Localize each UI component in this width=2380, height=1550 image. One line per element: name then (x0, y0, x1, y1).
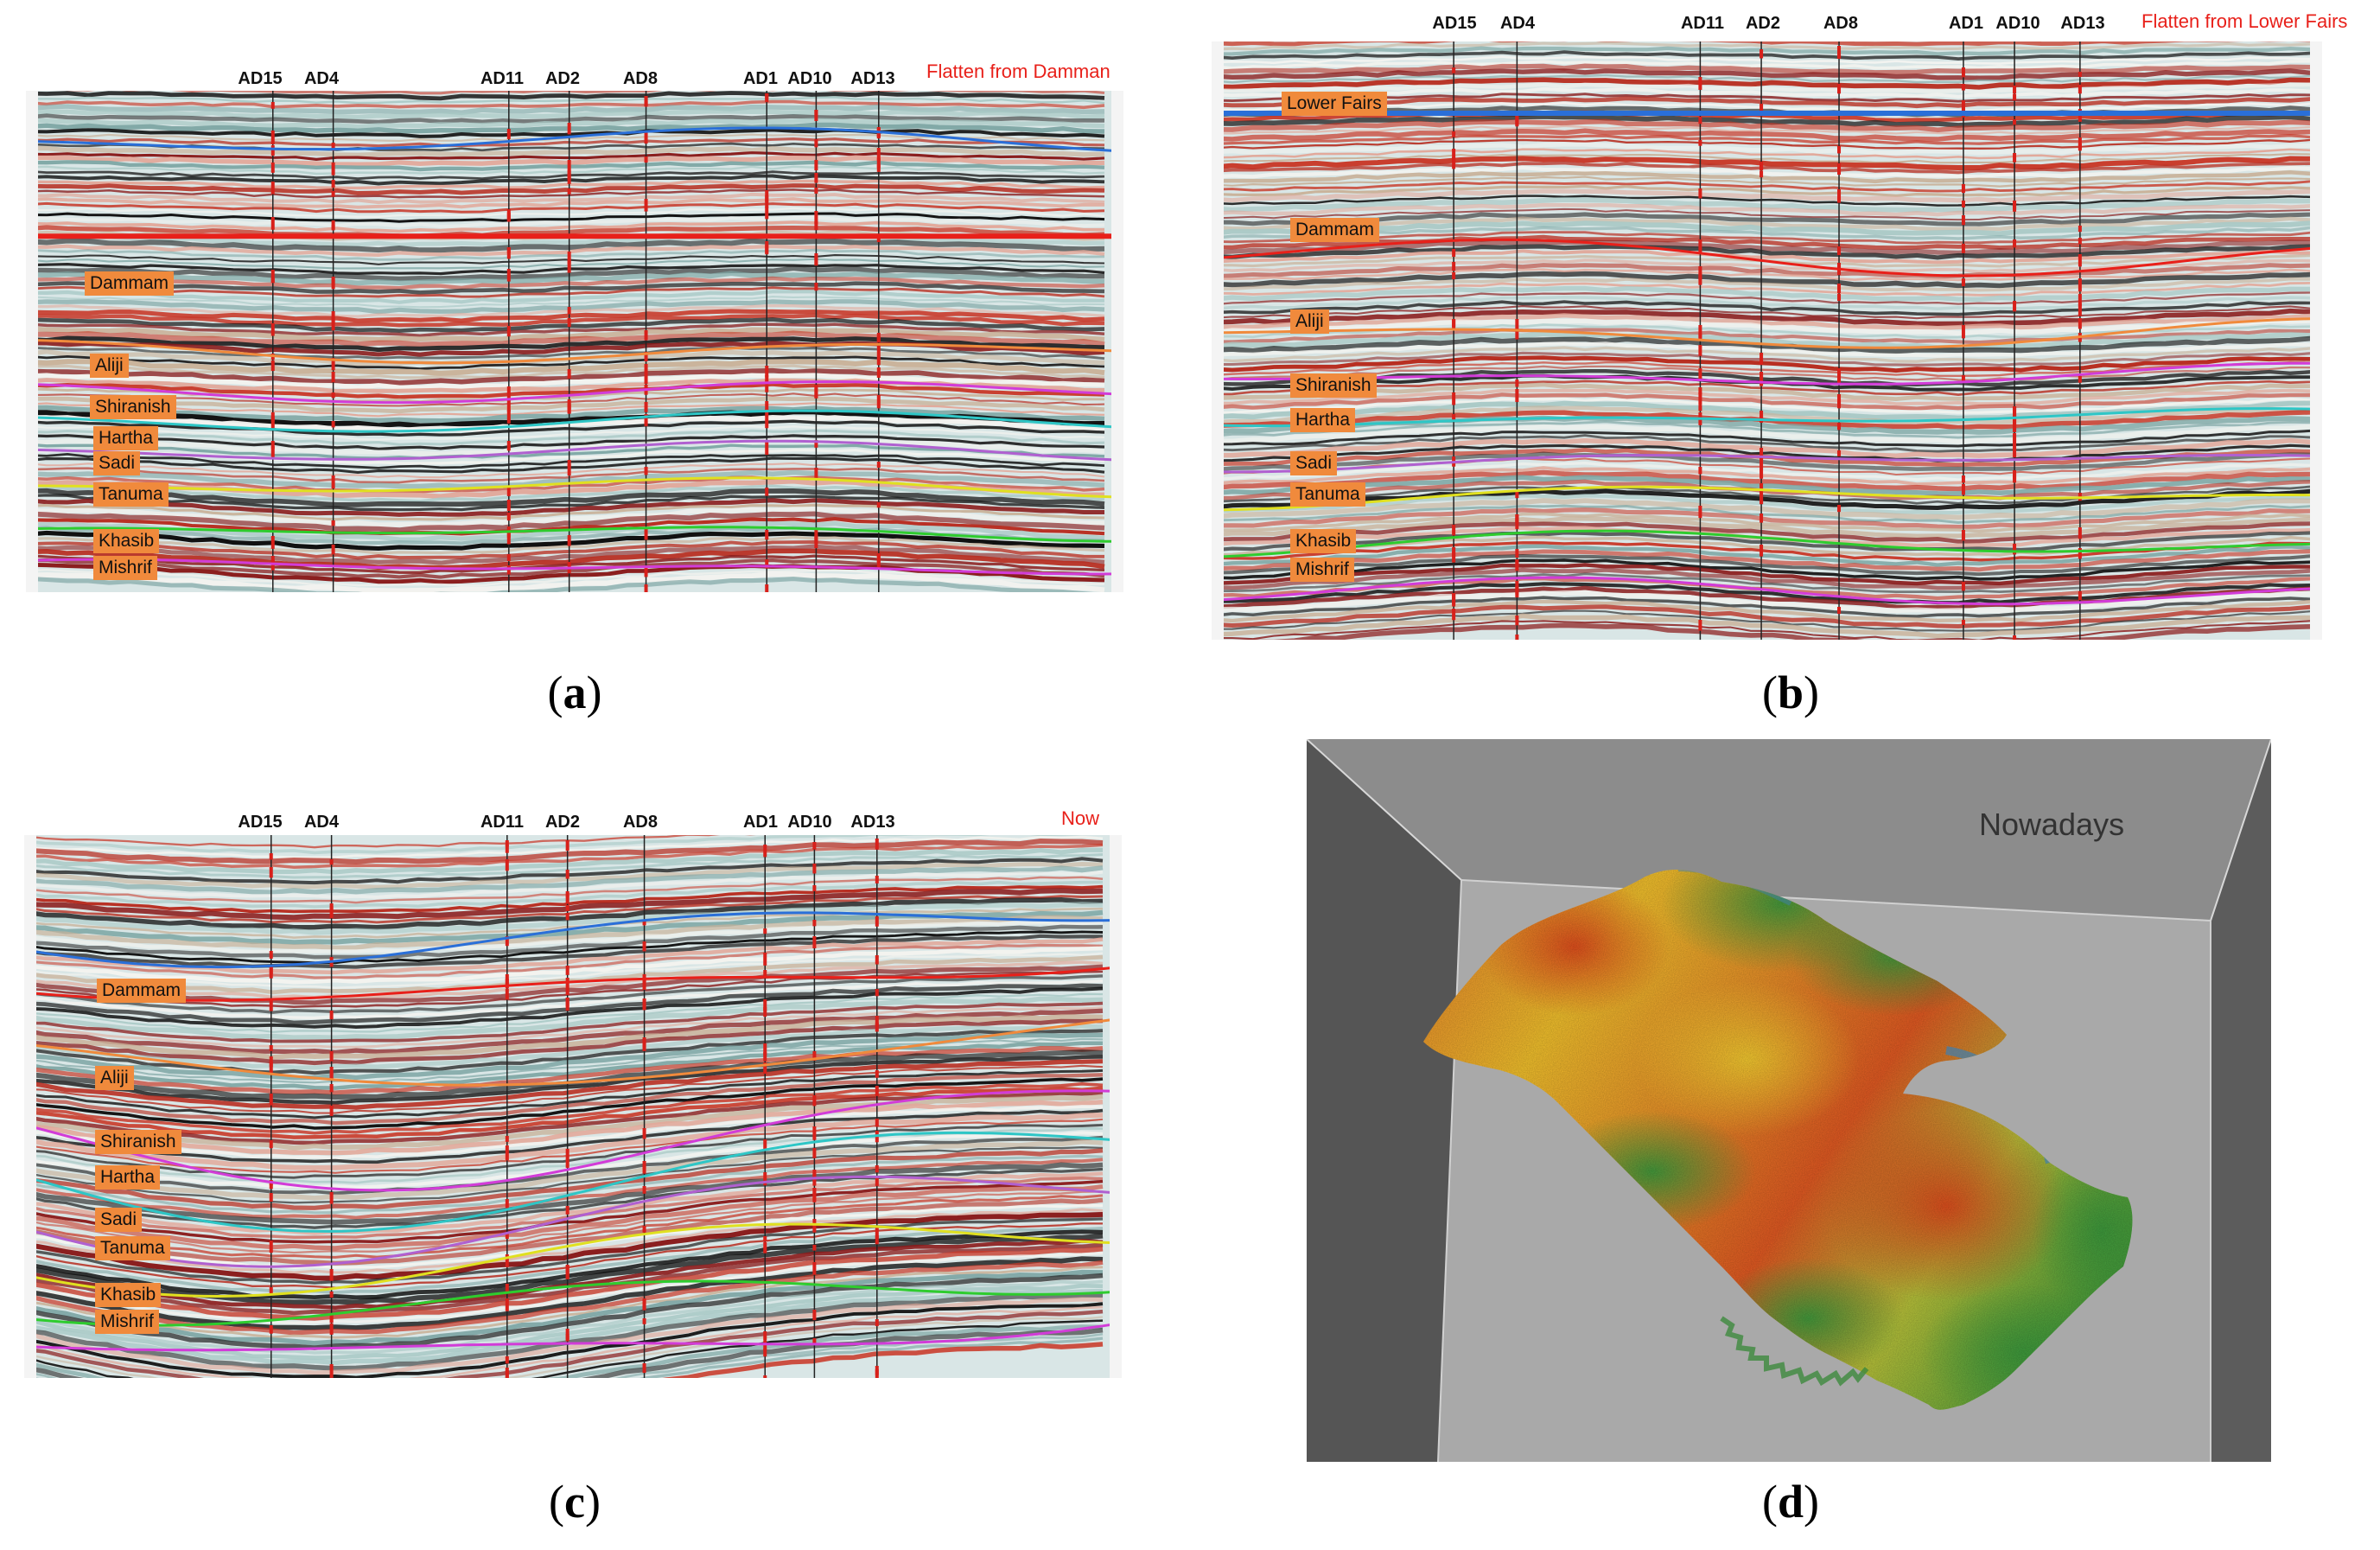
formation-label-khasib: Khasib (95, 1283, 162, 1307)
formation-label-khasib: Khasib (93, 529, 160, 553)
horizon-line-hartha (26, 409, 1119, 433)
well-label-ad4: AD4 (303, 813, 340, 832)
seismic-svg-b (1212, 41, 2322, 640)
seismic-section-b (1212, 41, 2322, 640)
horizon-line-dammam (24, 966, 1117, 1002)
well-label-ad11: AD11 (480, 813, 525, 832)
well-label-ad4: AD4 (1499, 14, 1536, 33)
formation-label-mishrif: Mishrif (93, 556, 157, 580)
horizon-line-aliji (26, 339, 1119, 365)
formation-label-aliji: Aliji (90, 354, 129, 378)
horizon-line-sadi (24, 1175, 1117, 1268)
seismic-svg-c (24, 835, 1122, 1378)
formation-label-dammam: Dammam (97, 979, 187, 1003)
formation-label-aliji: Aliji (95, 1066, 134, 1090)
formation-label-sadi: Sadi (93, 451, 141, 475)
horizon-line-hartha (1212, 407, 2319, 428)
formation-label-aliji: Aliji (1290, 309, 1329, 334)
horizon-line-khasib (26, 526, 1119, 543)
well-label-ad13: AD13 (2060, 14, 2105, 33)
well-label-ad15: AD15 (238, 813, 283, 832)
formation-label-tanuma: Tanuma (1290, 482, 1365, 507)
formation-label-hartha: Hartha (1290, 408, 1356, 432)
formation-label-tanuma: Tanuma (95, 1236, 170, 1260)
formation-label-dammam: Dammam (1290, 218, 1380, 242)
well-label-ad2: AD2 (544, 813, 581, 832)
horizon-line-shiranish (1212, 361, 2319, 386)
well-label-ad8: AD8 (622, 813, 659, 832)
caption-a: (a) (547, 667, 602, 718)
well-label-ad1: AD1 (1948, 14, 1984, 33)
well-label-ad10: AD10 (1995, 14, 2040, 33)
formation-label-mishrif: Mishrif (1290, 558, 1354, 582)
horizon-line-mishrif (24, 1322, 1117, 1352)
horizon-line-mishrif (26, 558, 1119, 576)
formation-label-tanuma: Tanuma (93, 482, 169, 507)
horizon-line-lower-fairs (24, 911, 1117, 969)
formation-label-hartha: Hartha (93, 426, 159, 450)
horizon-line-khasib (1212, 529, 2319, 558)
well-label-ad13: AD13 (850, 813, 895, 832)
well-label-ad15: AD15 (1432, 14, 1477, 33)
seismic-section-a (26, 91, 1123, 592)
surface-3d-view (1306, 738, 2272, 1463)
surface-title: Nowadays (1979, 807, 2125, 842)
well-label-ad13: AD13 (850, 69, 895, 88)
caption-b: (b) (1761, 667, 1820, 718)
well-label-ad10: AD10 (787, 813, 832, 832)
panel-b-note: Flatten from Lower Fairs (2141, 10, 2348, 32)
well-label-ad2: AD2 (544, 69, 581, 88)
horizon-line-khasib (24, 1279, 1117, 1327)
panel-a-note: Flatten from Damman (926, 61, 1110, 82)
well-label-ad1: AD1 (742, 69, 779, 88)
horizon-line-tanuma (1212, 485, 2319, 512)
seismic-svg-a (26, 91, 1123, 592)
formation-label-hartha: Hartha (95, 1165, 161, 1190)
well-label-ad11: AD11 (1680, 14, 1725, 33)
horizon-line-hartha (24, 1131, 1117, 1233)
formation-label-sadi: Sadi (1290, 451, 1338, 475)
horizon-line-shiranish (24, 1089, 1117, 1192)
horizon-line-aliji (24, 1017, 1117, 1087)
horizon-line-mishrif (1212, 576, 2319, 606)
formation-label-shiranish: Shiranish (95, 1130, 181, 1154)
well-label-ad8: AD8 (1823, 14, 1859, 33)
formation-label-sadi: Sadi (95, 1208, 143, 1232)
well-label-ad10: AD10 (787, 69, 832, 88)
horizon-line-dammam (1212, 238, 2319, 277)
formation-label-lower-fairs: Lower Fairs (1282, 92, 1387, 116)
seismic-section-c (24, 835, 1122, 1378)
well-label-ad2: AD2 (1745, 14, 1781, 33)
horizon-line-sadi (26, 439, 1119, 462)
well-label-ad15: AD15 (238, 69, 283, 88)
horizon-line-tanuma (24, 1222, 1117, 1298)
formation-label-shiranish: Shiranish (1290, 373, 1377, 398)
horizon-line-shiranish (26, 380, 1119, 405)
well-label-ad1: AD1 (742, 813, 779, 832)
horizon-line-sadi (1212, 454, 2319, 474)
well-label-ad11: AD11 (480, 69, 525, 88)
panel-c-note: Now (1061, 807, 1100, 829)
caption-c: (c) (549, 1476, 601, 1528)
formation-label-mishrif: Mishrif (95, 1310, 159, 1334)
formation-label-dammam: Dammam (85, 271, 175, 296)
caption-d: (d) (1761, 1476, 1820, 1528)
formation-label-khasib: Khasib (1290, 529, 1357, 553)
horizon-line-lower-fairs (26, 126, 1119, 153)
formation-label-shiranish: Shiranish (90, 395, 176, 419)
well-label-ad8: AD8 (622, 69, 659, 88)
horizon-line-tanuma (26, 476, 1119, 499)
horizon-line-aliji (1212, 317, 2319, 349)
well-label-ad4: AD4 (303, 69, 340, 88)
